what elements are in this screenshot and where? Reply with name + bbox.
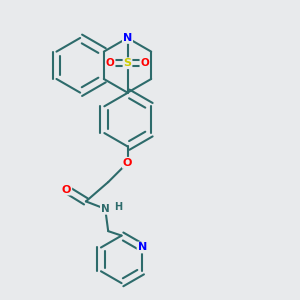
- Text: N: N: [123, 33, 132, 43]
- Text: N: N: [137, 242, 147, 253]
- Text: O: O: [123, 158, 132, 168]
- Text: N: N: [101, 204, 110, 214]
- Text: H: H: [115, 202, 123, 212]
- Text: S: S: [124, 58, 131, 68]
- Text: O: O: [62, 184, 71, 194]
- Text: O: O: [106, 58, 115, 68]
- Text: O: O: [140, 58, 149, 68]
